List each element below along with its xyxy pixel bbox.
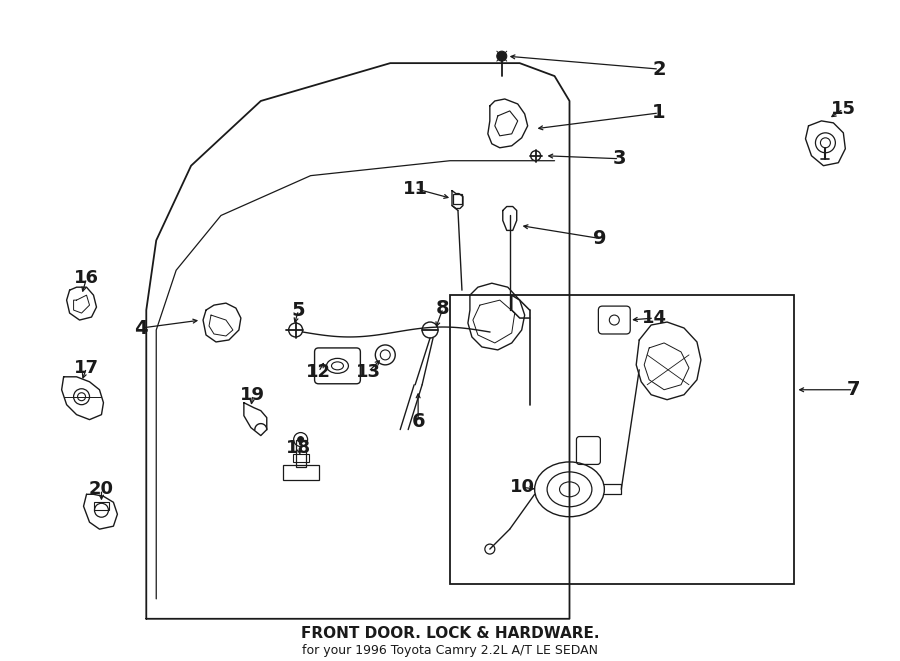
- Text: for your 1996 Toyota Camry 2.2L A/T LE SEDAN: for your 1996 Toyota Camry 2.2L A/T LE S…: [302, 644, 598, 657]
- Text: 4: 4: [134, 319, 148, 338]
- Bar: [292, 455, 309, 463]
- Bar: [283, 465, 319, 481]
- Text: 19: 19: [240, 386, 266, 404]
- Text: FRONT DOOR. LOCK & HARDWARE.: FRONT DOOR. LOCK & HARDWARE.: [301, 626, 599, 641]
- Text: 20: 20: [89, 481, 114, 498]
- Text: 9: 9: [592, 229, 606, 248]
- Text: 14: 14: [642, 309, 667, 327]
- Text: 13: 13: [356, 363, 381, 381]
- Text: 15: 15: [831, 100, 856, 118]
- Text: 16: 16: [74, 269, 99, 288]
- Text: 8: 8: [436, 299, 450, 317]
- Text: 1: 1: [652, 103, 666, 122]
- Text: 10: 10: [510, 479, 536, 496]
- Bar: [450, 295, 794, 584]
- Bar: [453, 194, 462, 204]
- Text: 18: 18: [286, 438, 311, 457]
- Text: 3: 3: [613, 149, 626, 169]
- Bar: [296, 440, 306, 467]
- Text: 2: 2: [652, 59, 666, 79]
- Text: 11: 11: [402, 180, 428, 198]
- Text: 12: 12: [306, 363, 331, 381]
- Bar: [94, 502, 110, 510]
- Circle shape: [497, 51, 507, 61]
- Circle shape: [298, 436, 303, 442]
- Text: 17: 17: [74, 359, 99, 377]
- Text: 6: 6: [411, 412, 425, 431]
- Text: 5: 5: [292, 301, 305, 319]
- Text: 7: 7: [847, 380, 860, 399]
